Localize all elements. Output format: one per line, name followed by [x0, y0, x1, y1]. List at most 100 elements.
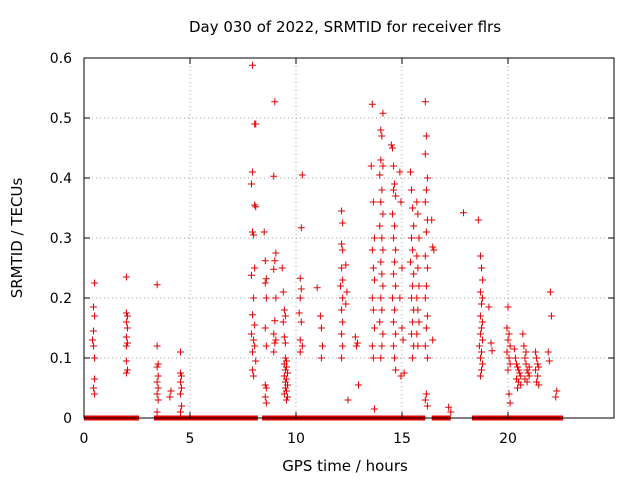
data-point: [487, 339, 495, 347]
data-point: [153, 363, 161, 371]
data-point: [522, 348, 530, 356]
data-point: [517, 381, 525, 389]
y-tick-labels: 0 0.1 0.2 0.3 0.4 0.5 0.6: [50, 51, 72, 427]
data-point: [284, 369, 292, 377]
data-point: [262, 384, 270, 392]
data-point: [409, 282, 417, 290]
data-point: [280, 390, 288, 398]
data-point: [546, 288, 554, 296]
data-point: [282, 396, 290, 404]
data-point: [517, 372, 525, 380]
data-point: [478, 366, 485, 374]
data-point: [510, 345, 518, 353]
data-point: [352, 342, 360, 350]
data-point: [397, 198, 405, 206]
data-point: [176, 369, 184, 377]
data-point: [376, 318, 384, 326]
data-point: [503, 324, 511, 332]
data-point: [370, 324, 378, 332]
data-point: [423, 402, 431, 410]
data-point: [338, 306, 346, 314]
data-point: [423, 264, 431, 272]
data-point: [390, 318, 398, 326]
y-tick-label: 0.3: [50, 231, 72, 247]
data-point: [316, 312, 324, 320]
data-point: [298, 171, 306, 179]
data-point: [91, 375, 99, 383]
data-point: [413, 252, 421, 260]
data-point: [391, 180, 399, 188]
data-point: [504, 366, 512, 374]
data-point: [408, 186, 416, 194]
data-point: [368, 246, 376, 254]
data-point: [279, 288, 287, 296]
data-point: [122, 273, 130, 281]
data-point: [388, 144, 396, 152]
data-point: [445, 403, 453, 411]
data-point: [476, 372, 484, 380]
data-point: [408, 234, 416, 242]
data-point: [122, 309, 130, 317]
data-point: [339, 342, 347, 350]
data-point: [251, 201, 259, 209]
data-point: [317, 354, 325, 362]
data-point: [410, 270, 418, 278]
x-tick-label: 5: [186, 431, 195, 447]
data-point: [505, 390, 513, 398]
data-point: [415, 234, 423, 242]
data-point: [176, 390, 184, 398]
axis-ticks: [83, 57, 614, 419]
data-point: [478, 300, 485, 308]
data-point: [369, 198, 377, 206]
data-point: [379, 282, 387, 290]
data-point: [154, 384, 162, 392]
data-point: [400, 369, 408, 377]
data-point: [252, 120, 260, 128]
data-point: [399, 336, 407, 344]
data-point: [379, 330, 387, 338]
data-point: [474, 216, 482, 224]
data-point: [392, 330, 400, 338]
data-point: [379, 210, 387, 218]
data-point: [379, 162, 387, 170]
data-point: [249, 366, 257, 374]
data-point: [521, 354, 529, 362]
data-point: [153, 408, 161, 416]
data-point: [409, 318, 417, 326]
data-point: [280, 333, 288, 341]
y-tick-label: 0: [63, 411, 72, 427]
data-point: [390, 162, 398, 170]
data-point: [297, 224, 305, 232]
data-point: [272, 294, 280, 302]
data-point: [280, 306, 288, 314]
data-point: [251, 342, 259, 350]
data-point: [122, 357, 130, 365]
data-point: [249, 228, 257, 236]
data-point: [251, 264, 259, 272]
data-point: [511, 354, 519, 362]
data-point: [397, 372, 405, 380]
data-point: [409, 204, 417, 212]
data-point: [154, 372, 162, 380]
data-point: [476, 312, 484, 320]
data-point: [252, 357, 260, 365]
data-point: [284, 393, 292, 401]
x-tick-labels: 0 5 10 15 20: [80, 431, 517, 447]
data-point: [504, 303, 512, 311]
data-point: [271, 98, 279, 106]
data-point: [178, 384, 186, 392]
data-point: [391, 258, 399, 266]
data-point: [250, 231, 258, 239]
data-point: [178, 372, 186, 380]
data-point: [378, 234, 386, 242]
data-point: [338, 264, 346, 272]
data-point: [377, 354, 385, 362]
data-point: [247, 180, 255, 188]
data-point: [91, 279, 99, 287]
data-point: [376, 222, 384, 230]
data-point: [390, 342, 398, 350]
data-point: [525, 372, 533, 380]
data-point: [339, 219, 347, 227]
data-point: [296, 294, 304, 302]
data-point: [396, 168, 404, 176]
